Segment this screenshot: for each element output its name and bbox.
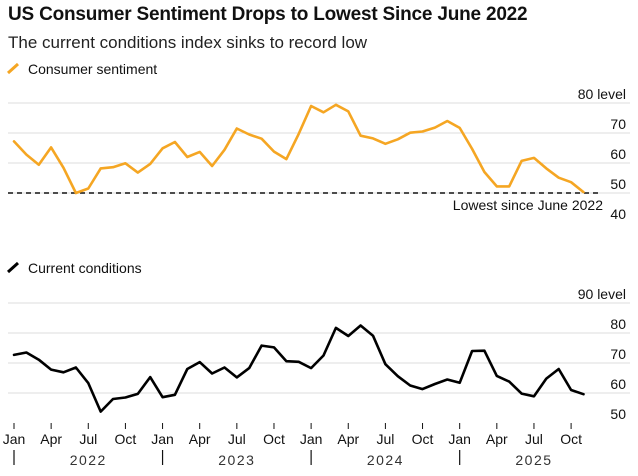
x-tick-label: Jan	[151, 431, 174, 447]
legend-swatch-sentiment	[6, 62, 20, 75]
y-tick-label-sentiment: 70	[610, 116, 626, 132]
year-label: 2022	[70, 452, 107, 468]
chart-subtitle: The current conditions index sinks to re…	[8, 33, 368, 52]
chart-title: US Consumer Sentiment Drops to Lowest Si…	[8, 4, 528, 25]
reference-line-label: Lowest since June 2022	[453, 197, 603, 213]
year-label: 2023	[218, 452, 255, 468]
x-tick-label: Apr	[40, 431, 62, 447]
legend-label-sentiment: Consumer sentiment	[28, 61, 157, 77]
x-tick-label: Apr	[337, 431, 359, 447]
x-tick-label: Oct	[560, 431, 582, 447]
x-tick-label: Jan	[300, 431, 323, 447]
year-label: 2025	[515, 452, 552, 468]
series-line-conditions	[12, 324, 585, 413]
x-tick-label: Oct	[263, 431, 285, 447]
y-tick-label-conditions: 50	[610, 406, 626, 422]
y-tick-label-conditions: 80	[610, 316, 626, 332]
x-tick-label: Jan	[448, 431, 471, 447]
y-tick-label-conditions: 70	[610, 346, 626, 362]
x-tick-label: Apr	[189, 431, 211, 447]
series-line-sentiment	[12, 103, 585, 195]
y-tick-label-conditions: 60	[610, 376, 626, 392]
x-tick-label: Jul	[228, 431, 246, 447]
year-label: 2024	[367, 452, 404, 468]
x-tick-label: Oct	[115, 431, 137, 447]
y-tick-label-sentiment: 80 level	[578, 86, 626, 102]
legend-label-conditions: Current conditions	[28, 260, 142, 276]
y-tick-label-sentiment: 60	[610, 146, 626, 162]
legend-swatch-conditions	[6, 261, 20, 274]
x-tick-label: Apr	[486, 431, 508, 447]
x-tick-label: Oct	[412, 431, 434, 447]
x-tick-label: Jul	[79, 431, 97, 447]
y-tick-label-conditions: 90 level	[578, 286, 626, 302]
x-tick-label: Jan	[3, 431, 26, 447]
x-tick-label: Jul	[376, 431, 394, 447]
y-tick-label-sentiment: 50	[610, 176, 626, 192]
y-tick-label-sentiment: 40	[610, 206, 626, 222]
x-tick-label: Jul	[525, 431, 543, 447]
